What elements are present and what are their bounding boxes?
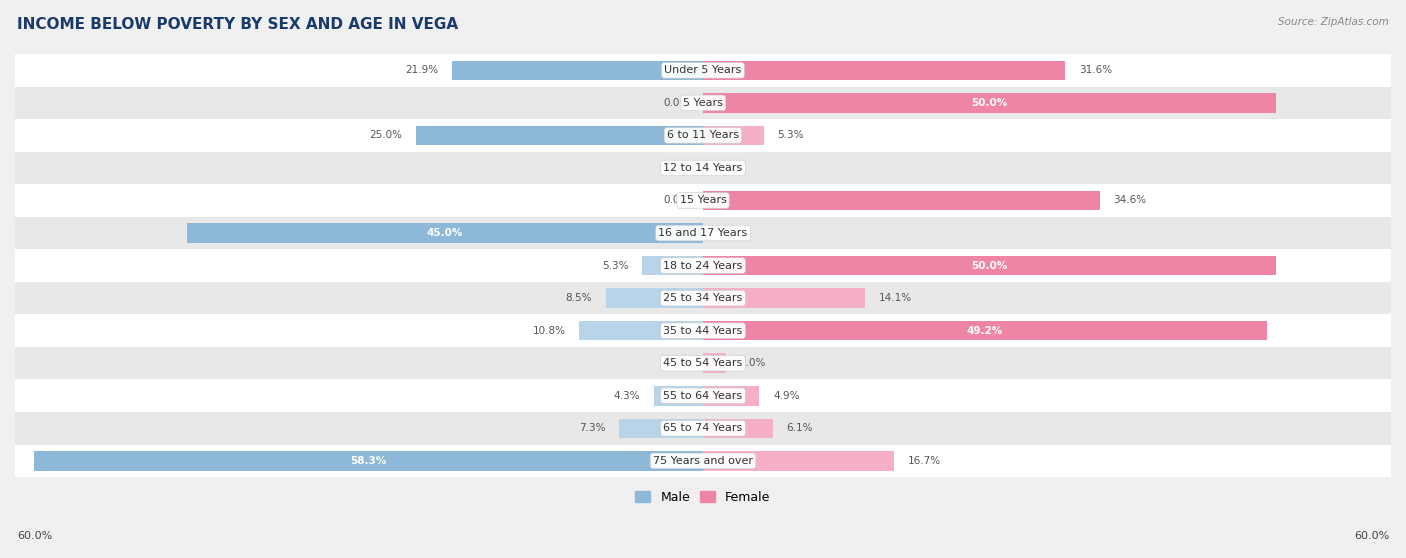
Text: 4.9%: 4.9%	[773, 391, 800, 401]
Text: 7.3%: 7.3%	[579, 424, 606, 434]
Text: Under 5 Years: Under 5 Years	[665, 65, 741, 75]
Bar	[15, 152, 1391, 184]
Text: 10.8%: 10.8%	[533, 326, 565, 336]
Bar	[703, 288, 865, 308]
Text: 60.0%: 60.0%	[1354, 531, 1389, 541]
Text: 58.3%: 58.3%	[350, 456, 387, 466]
Text: 2.0%: 2.0%	[740, 358, 766, 368]
Bar	[579, 321, 703, 340]
Bar	[703, 191, 1099, 210]
Text: 25 to 34 Years: 25 to 34 Years	[664, 293, 742, 303]
Text: 6 to 11 Years: 6 to 11 Years	[666, 131, 740, 141]
Text: 0.0%: 0.0%	[664, 163, 689, 173]
Bar	[703, 386, 759, 406]
Text: 31.6%: 31.6%	[1080, 65, 1112, 75]
Text: 50.0%: 50.0%	[972, 98, 1008, 108]
Bar	[15, 314, 1391, 347]
Bar	[187, 223, 703, 243]
Text: 0.0%: 0.0%	[717, 228, 742, 238]
Text: 18 to 24 Years: 18 to 24 Years	[664, 261, 742, 271]
Bar	[15, 379, 1391, 412]
Bar	[15, 54, 1391, 86]
Text: INCOME BELOW POVERTY BY SEX AND AGE IN VEGA: INCOME BELOW POVERTY BY SEX AND AGE IN V…	[17, 17, 458, 32]
Bar	[703, 418, 773, 438]
Bar	[15, 119, 1391, 152]
Text: 8.5%: 8.5%	[565, 293, 592, 303]
Bar	[703, 61, 1066, 80]
Text: 75 Years and over: 75 Years and over	[652, 456, 754, 466]
Text: 60.0%: 60.0%	[17, 531, 52, 541]
Bar	[15, 184, 1391, 217]
Text: 5.3%: 5.3%	[778, 131, 804, 141]
Text: 55 to 64 Years: 55 to 64 Years	[664, 391, 742, 401]
Bar	[15, 412, 1391, 445]
Bar	[643, 256, 703, 275]
Text: 16 and 17 Years: 16 and 17 Years	[658, 228, 748, 238]
Text: Source: ZipAtlas.com: Source: ZipAtlas.com	[1278, 17, 1389, 27]
Text: 65 to 74 Years: 65 to 74 Years	[664, 424, 742, 434]
Text: 49.2%: 49.2%	[967, 326, 1004, 336]
Bar	[15, 217, 1391, 249]
Text: 5 Years: 5 Years	[683, 98, 723, 108]
Text: 34.6%: 34.6%	[1114, 195, 1147, 205]
Bar	[15, 347, 1391, 379]
Text: 25.0%: 25.0%	[370, 131, 402, 141]
Bar	[451, 61, 703, 80]
Bar	[15, 282, 1391, 314]
Bar	[606, 288, 703, 308]
Text: 0.0%: 0.0%	[664, 358, 689, 368]
Bar	[15, 86, 1391, 119]
Bar	[703, 353, 725, 373]
Text: 45.0%: 45.0%	[427, 228, 463, 238]
Legend: Male, Female: Male, Female	[630, 486, 776, 509]
Text: 35 to 44 Years: 35 to 44 Years	[664, 326, 742, 336]
Text: 0.0%: 0.0%	[717, 163, 742, 173]
Bar	[703, 256, 1277, 275]
Bar	[619, 418, 703, 438]
Text: 5.3%: 5.3%	[602, 261, 628, 271]
Bar	[703, 126, 763, 145]
Text: 0.0%: 0.0%	[664, 98, 689, 108]
Bar	[703, 321, 1267, 340]
Text: 16.7%: 16.7%	[908, 456, 942, 466]
Text: 0.0%: 0.0%	[664, 195, 689, 205]
Bar	[654, 386, 703, 406]
Bar	[35, 451, 703, 470]
Bar	[15, 445, 1391, 477]
Text: 45 to 54 Years: 45 to 54 Years	[664, 358, 742, 368]
Text: 12 to 14 Years: 12 to 14 Years	[664, 163, 742, 173]
Text: 50.0%: 50.0%	[972, 261, 1008, 271]
Text: 6.1%: 6.1%	[787, 424, 813, 434]
Text: 4.3%: 4.3%	[613, 391, 640, 401]
Bar	[703, 451, 894, 470]
Bar	[15, 249, 1391, 282]
Text: 15 Years: 15 Years	[679, 195, 727, 205]
Text: 21.9%: 21.9%	[405, 65, 439, 75]
Bar	[703, 93, 1277, 113]
Text: 14.1%: 14.1%	[879, 293, 911, 303]
Bar	[416, 126, 703, 145]
